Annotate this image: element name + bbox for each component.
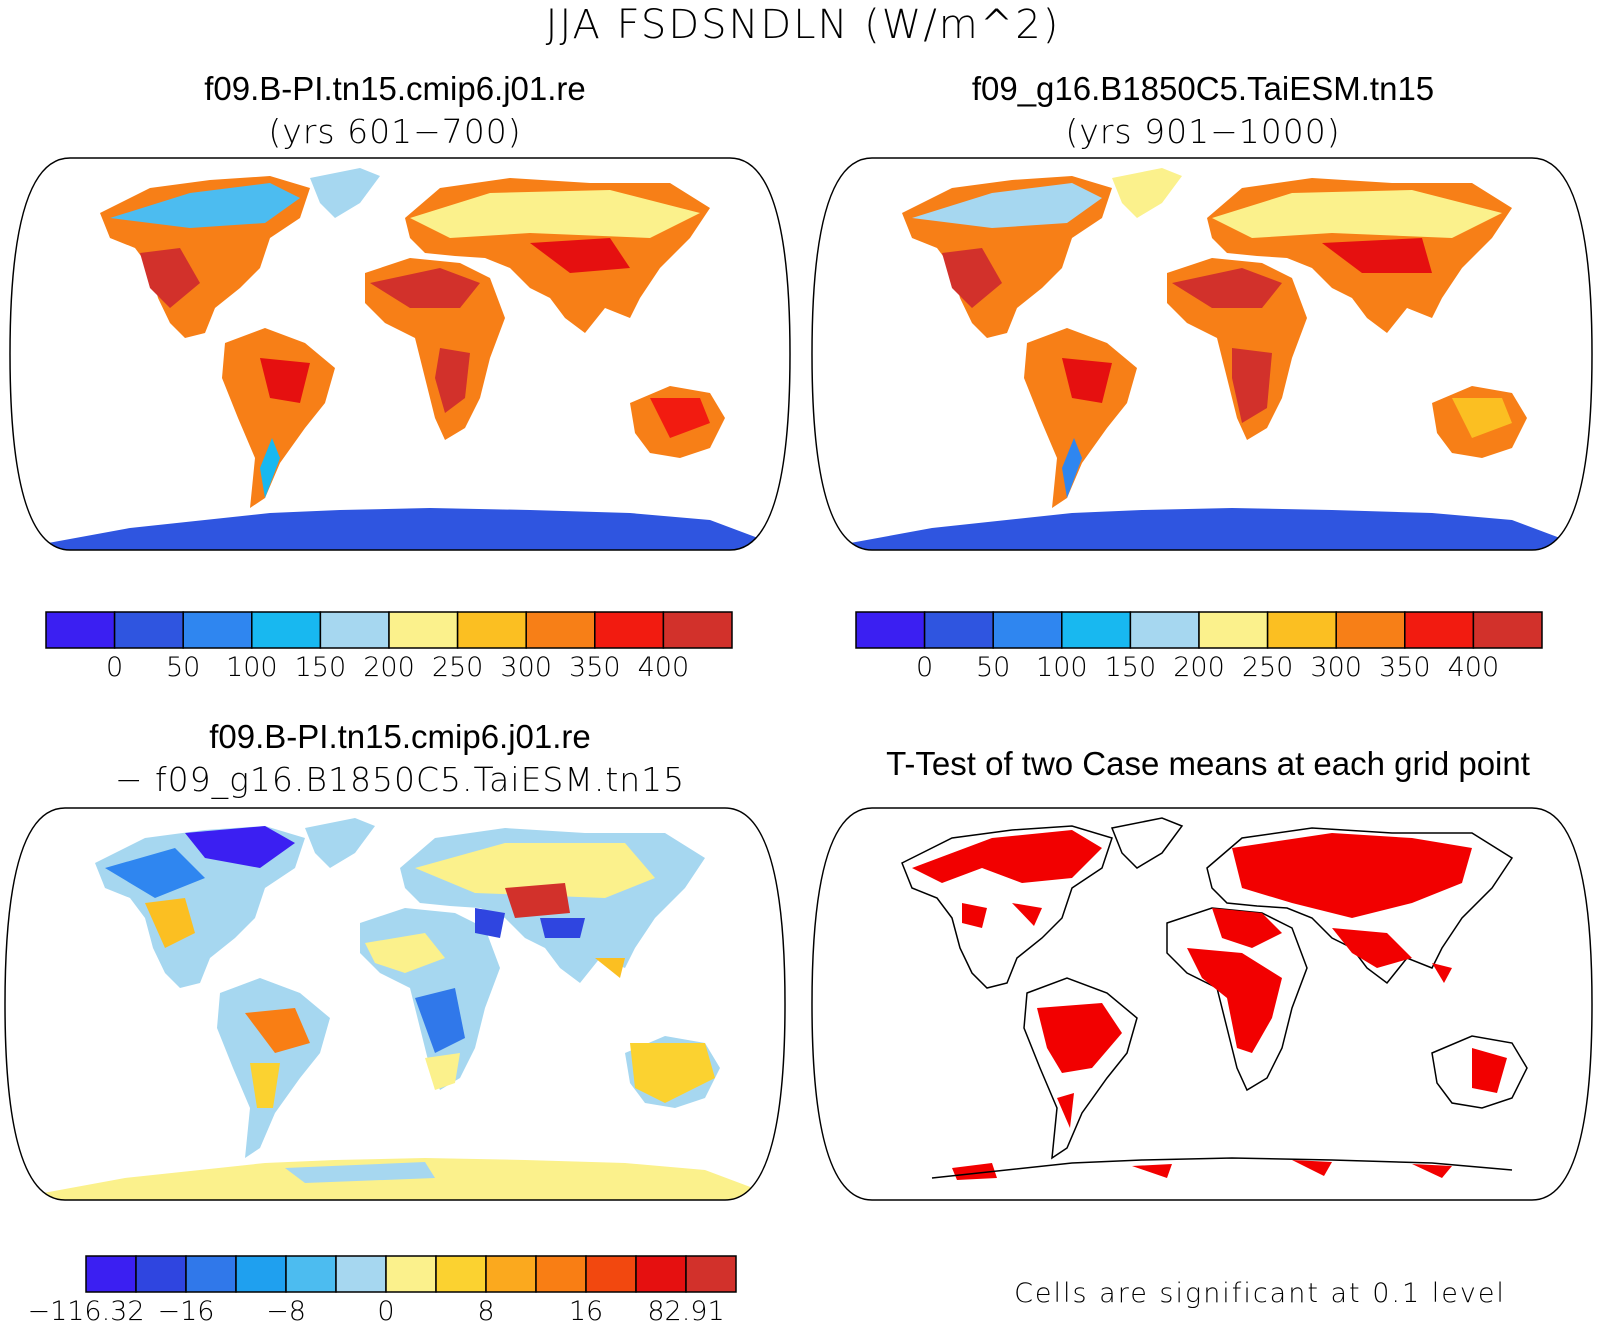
colorbar-tick-label: 150 xyxy=(1104,652,1157,683)
colorbar-swatch xyxy=(923,611,994,649)
colorbar-tick-label: 250 xyxy=(1241,652,1294,683)
panel-top-right-subtitle: (yrs 901−1000) xyxy=(1065,112,1341,151)
panel-top-left-subtitle: (yrs 601−700) xyxy=(268,112,522,151)
colorbar-tick-label: 50 xyxy=(166,652,201,683)
colorbar-bottom-left-ticks: −116.32 −16 −8 0 8 16 82.91 xyxy=(27,1296,736,1332)
colorbar-swatch xyxy=(485,1255,537,1293)
colorbar-swatch xyxy=(85,1255,137,1293)
map-top-right xyxy=(811,157,1593,551)
colorbar-swatch xyxy=(435,1255,487,1293)
colorbar-swatch xyxy=(135,1255,187,1293)
colorbar-swatch xyxy=(456,611,527,649)
panel-bottom-left-title: f09.B-PI.tn15.cmip6.j01.re xyxy=(209,718,591,755)
significance-note: Cells are significant at 0.1 level xyxy=(1014,1278,1506,1309)
colorbar-swatch xyxy=(1198,611,1269,649)
colorbar-tick-label: 0 xyxy=(916,652,934,683)
colorbar-swatch xyxy=(594,611,665,649)
colorbar-swatch xyxy=(585,1255,637,1293)
colorbar-swatch xyxy=(1129,611,1200,649)
colorbar-tick-label: 50 xyxy=(976,652,1011,683)
colorbar-swatch xyxy=(319,611,390,649)
colorbar-swatch xyxy=(388,611,459,649)
map-top-left xyxy=(9,157,791,551)
colorbar-top-left-ticks: 0 50 100 150 200 250 300 350 400 xyxy=(46,652,732,688)
colorbar-swatch xyxy=(1472,611,1543,649)
colorbar-tick-label: −8 xyxy=(266,1296,306,1327)
colorbar-swatch xyxy=(1266,611,1337,649)
colorbar-top-left xyxy=(45,611,733,649)
colorbar-swatch xyxy=(662,611,733,649)
colorbar-bottom-left xyxy=(85,1255,737,1293)
panel-bottom-right-title: T-Test of two Case means at each grid po… xyxy=(886,745,1530,782)
map-bottom-right-ttest xyxy=(811,807,1593,1201)
colorbar-tick-label: 200 xyxy=(1173,652,1225,683)
colorbar-tick-label: 16 xyxy=(568,1296,604,1327)
colorbar-swatch xyxy=(992,611,1063,649)
colorbar-swatch xyxy=(635,1255,687,1293)
panel-bottom-left-subtitle: − f09_g16.B1850C5.TaiESM.tn15 xyxy=(114,760,686,799)
colorbar-swatch xyxy=(182,611,253,649)
colorbar-swatch xyxy=(1061,611,1132,649)
colorbar-tick-label: 82.91 xyxy=(647,1296,725,1327)
colorbar-tick-label: 400 xyxy=(637,652,690,683)
colorbar-tick-label: 300 xyxy=(500,652,552,683)
colorbar-swatch xyxy=(535,1255,587,1293)
colorbar-swatch xyxy=(385,1255,437,1293)
colorbar-swatch xyxy=(113,611,184,649)
colorbar-tick-label: 0 xyxy=(377,1296,395,1327)
colorbar-swatch xyxy=(1335,611,1406,649)
colorbar-swatch xyxy=(685,1255,737,1293)
colorbar-tick-label: 250 xyxy=(431,652,484,683)
colorbar-tick-label: 0 xyxy=(106,652,124,683)
colorbar-tick-label: 350 xyxy=(1379,652,1431,683)
panel-top-right-title: f09_g16.B1850C5.TaiESM.tn15 xyxy=(971,70,1435,107)
colorbar-swatch xyxy=(45,611,116,649)
figure-title: JJA FSDSNDLN (W/m^2) xyxy=(545,2,1061,48)
colorbar-top-right xyxy=(855,611,1543,649)
colorbar-tick-label: 8 xyxy=(477,1296,495,1327)
map-bottom-left-difference xyxy=(4,807,786,1201)
colorbar-tick-label: 200 xyxy=(363,652,415,683)
colorbar-tick-label: 400 xyxy=(1447,652,1500,683)
colorbar-tick-label: −16 xyxy=(157,1296,215,1327)
panel-top-left-title: f09.B-PI.tn15.cmip6.j01.re xyxy=(204,70,586,107)
colorbar-tick-label: 150 xyxy=(294,652,347,683)
colorbar-swatch xyxy=(285,1255,337,1293)
colorbar-tick-label: 300 xyxy=(1310,652,1362,683)
colorbar-swatch xyxy=(1404,611,1475,649)
colorbar-tick-label: 350 xyxy=(569,652,621,683)
colorbar-tick-label: −116.32 xyxy=(27,1296,145,1327)
colorbar-swatch xyxy=(855,611,926,649)
colorbar-swatch xyxy=(251,611,322,649)
colorbar-swatch xyxy=(525,611,596,649)
colorbar-tick-label: 100 xyxy=(226,652,278,683)
colorbar-swatch xyxy=(235,1255,287,1293)
colorbar-swatch xyxy=(185,1255,237,1293)
colorbar-swatch xyxy=(335,1255,387,1293)
colorbar-tick-label: 100 xyxy=(1036,652,1088,683)
colorbar-top-right-ticks: 0 50 100 150 200 250 300 350 400 xyxy=(856,652,1542,688)
